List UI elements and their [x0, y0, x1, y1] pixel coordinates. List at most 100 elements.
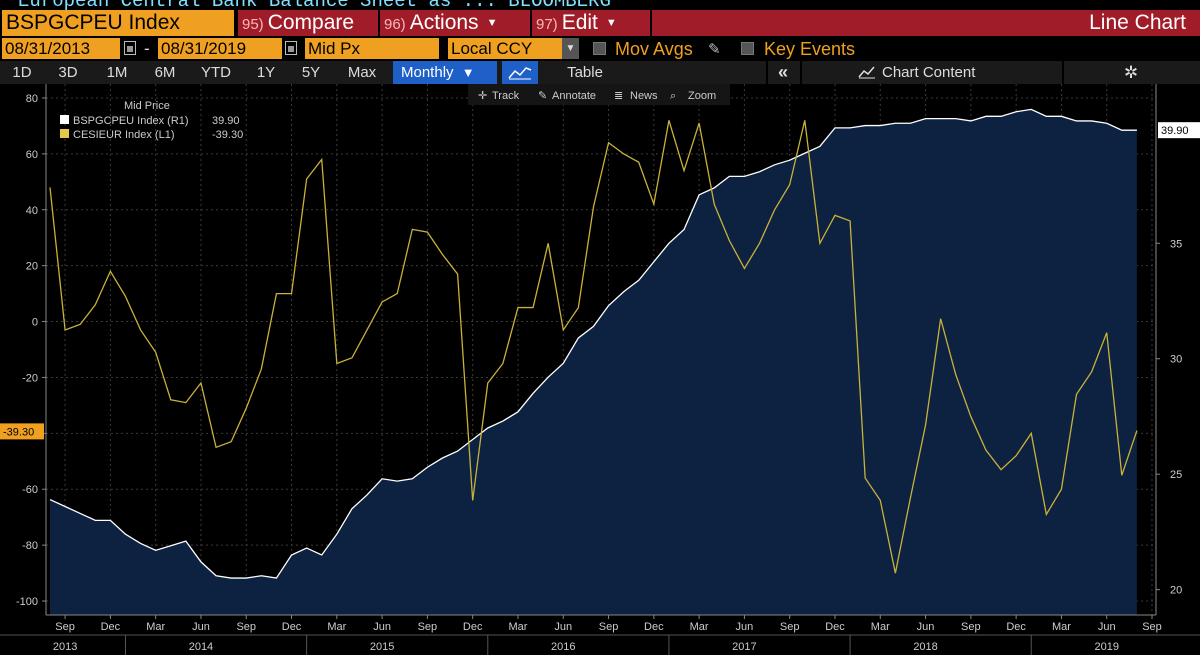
x-axis-tick-label: Jun — [192, 621, 210, 633]
start-date-field[interactable]: 08/31/2013 — [2, 38, 120, 59]
x-axis-tick-label: Dec — [644, 621, 664, 633]
x-axis-tick-label: Jun — [373, 621, 391, 633]
toolbar-divider — [1062, 61, 1064, 84]
left-axis-tick-label: -80 — [22, 540, 38, 552]
key-events-label: Key Events — [764, 39, 856, 59]
x-axis-tick-label: Mar — [690, 621, 709, 633]
edit-menu[interactable]: 97) Edit ▼ — [532, 10, 636, 36]
currency-select[interactable]: Local CCY — [448, 38, 562, 59]
right-axis-tick-label: 35 — [1170, 238, 1182, 250]
zoom-icon[interactable]: ⌕ — [670, 90, 676, 102]
chevron-down-icon[interactable]: ▼ — [562, 38, 579, 59]
menu-divider — [636, 10, 650, 36]
last-value-tag-right-bg — [1158, 122, 1200, 139]
chart-content-button[interactable]: Chart Content — [858, 61, 1008, 84]
x-axis-tick-label: Sep — [599, 621, 619, 633]
timeframe-3d-button[interactable]: 3D — [58, 64, 78, 81]
frequency-select[interactable]: Monthly ▼ — [393, 61, 497, 84]
pencil-icon[interactable]: ✎ — [708, 41, 721, 58]
legend-title: Mid Price — [124, 100, 170, 112]
timeframe-6m-button[interactable]: 6M — [154, 64, 176, 81]
last-value-tag-left: -39.30 — [3, 426, 34, 438]
frequency-label: Monthly — [401, 64, 454, 81]
date-range-separator: - — [144, 39, 150, 58]
window-title: European Central Bank Balance Sheet as .… — [18, 0, 611, 10]
mov-avgs-checkbox[interactable] — [593, 42, 606, 55]
right-axis-tick-label: 25 — [1170, 469, 1182, 481]
compare-menu[interactable]: 95) Compare — [238, 10, 378, 36]
table-view-button[interactable]: Table — [567, 64, 603, 81]
left-axis-tick-label: -100 — [16, 596, 38, 608]
calendar-icon[interactable] — [285, 41, 297, 55]
news-icon[interactable]: ≣ — [614, 90, 623, 102]
line-chart[interactable]: 806040200-20-40-60-80-10020253035SepDecM… — [0, 84, 1200, 655]
left-axis-tick-label: 80 — [26, 93, 38, 105]
timeframe-1y-button[interactable]: 1Y — [256, 64, 276, 81]
timeframe-1m-button[interactable]: 1M — [106, 64, 128, 81]
x-axis-tick-label: Mar — [508, 621, 527, 633]
actions-menu[interactable]: 96) Actions ▼ — [380, 10, 530, 36]
line-chart-view-button[interactable] — [502, 61, 538, 84]
price-field-select[interactable]: Mid Px — [305, 38, 439, 59]
mov-avgs-label: Mov Avgs — [615, 39, 693, 59]
compare-menu-number: 95) — [242, 16, 264, 33]
left-axis-tick-label: 20 — [26, 261, 38, 273]
edit-menu-number: 97) — [536, 16, 558, 33]
timeframe-toolbar: 1D 3D 1M 6M YTD 1Y 5Y Max Monthly ▼ Tabl… — [0, 61, 1200, 84]
bspgcpeu-series-line — [49, 108, 1137, 579]
gear-icon[interactable]: ✲ — [1123, 63, 1139, 82]
chevron-down-icon: ▼ — [486, 17, 498, 30]
chart-axes: 806040200-20-40-60-80-10020253035SepDecM… — [0, 84, 1200, 655]
chart-content-icon — [858, 66, 875, 79]
annotate-pencil-icon[interactable]: ✎ — [538, 90, 547, 102]
key-events-checkbox[interactable] — [741, 42, 754, 55]
crosshair-icon[interactable]: ✛ — [478, 90, 487, 102]
x-axis-tick-label: Sep — [236, 621, 256, 633]
timeframe-1d-button[interactable]: 1D — [12, 64, 32, 81]
timeframe-5y-button[interactable]: 5Y — [301, 64, 321, 81]
chart-content-label: Chart Content — [882, 64, 976, 81]
left-axis-tick-label: 60 — [26, 149, 38, 161]
x-axis-tick-label: Mar — [146, 621, 165, 633]
toolbar-divider — [766, 61, 768, 84]
chart-toolbar: ✛ Track ✎ Annotate ≣ News ⌕ Zoom — [468, 84, 730, 105]
legend-swatch-bspgcpeu — [60, 115, 69, 124]
x-axis-year-label: 2014 — [189, 641, 213, 653]
calendar-icon[interactable] — [124, 41, 136, 55]
x-axis-tick-label: Sep — [780, 621, 800, 633]
x-axis-tick-label: Dec — [282, 621, 302, 633]
end-date-field[interactable]: 08/31/2019 — [158, 38, 282, 59]
double-chevron-left-icon[interactable]: « — [777, 62, 788, 82]
actions-menu-number: 96) — [384, 16, 406, 33]
x-axis-year-label: 2017 — [732, 641, 756, 653]
x-axis-tick-label: Mar — [871, 621, 890, 633]
news-button[interactable]: News — [630, 90, 658, 102]
x-axis-tick-label: Jun — [917, 621, 935, 633]
x-axis-year-label: 2016 — [551, 641, 575, 653]
chart-type-label: Line Chart — [652, 10, 1200, 36]
left-axis-tick-label: 0 — [32, 317, 38, 329]
timeframe-max-button[interactable]: Max — [347, 64, 377, 81]
left-axis-tick-label: -60 — [22, 484, 38, 496]
right-axis-tick-label: 20 — [1170, 585, 1182, 597]
x-axis-tick-label: Dec — [101, 621, 121, 633]
chevron-down-icon: ▼ — [605, 17, 617, 30]
x-axis-tick-label: Mar — [327, 621, 346, 633]
right-axis-tick-label: 30 — [1170, 354, 1182, 366]
actions-menu-label: Actions — [409, 11, 479, 34]
track-button[interactable]: Track — [492, 90, 520, 102]
last-value-tag-right: 39.90 — [1161, 125, 1189, 137]
legend-value-bspgcpeu: 39.90 — [212, 115, 240, 127]
timeframe-ytd-button[interactable]: YTD — [201, 64, 231, 81]
legend-value-cesieur: -39.30 — [212, 129, 243, 141]
x-axis-tick-label: Sep — [418, 621, 438, 633]
left-axis-tick-label: 40 — [26, 205, 38, 217]
zoom-button[interactable]: Zoom — [688, 90, 716, 102]
legend-swatch-cesieur — [60, 129, 69, 138]
x-axis-tick-label: Jun — [736, 621, 754, 633]
annotate-button[interactable]: Annotate — [552, 90, 596, 102]
security-ticker[interactable]: BSPGCPEU Index — [2, 10, 234, 36]
x-axis-tick-label: Sep — [55, 621, 75, 633]
x-axis-tick-label: Mar — [1052, 621, 1071, 633]
chevron-down-icon: ▼ — [461, 65, 475, 80]
